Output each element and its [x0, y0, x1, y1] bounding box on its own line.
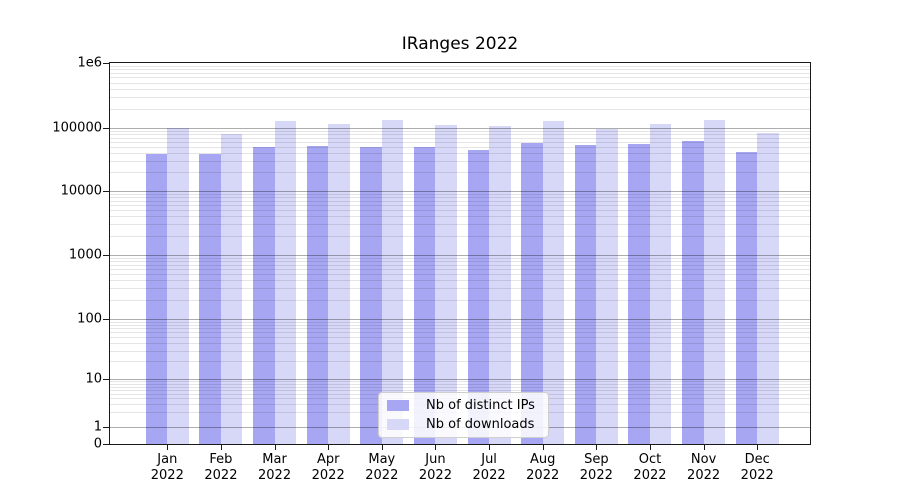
bars-layer — [110, 63, 810, 444]
y-tick-mark — [103, 255, 109, 256]
x-tick-mark-aug — [542, 445, 544, 450]
legend-swatch-downloads — [387, 419, 409, 430]
x-tick-mark-jul — [489, 445, 491, 450]
bar-distinct-ips-dec — [735, 151, 758, 444]
x-tick-month: Apr — [316, 452, 340, 467]
x-tick-label-dec: Dec 2022 — [741, 452, 774, 484]
bar-distinct-ips-oct — [628, 143, 650, 444]
x-tick-label-jul: Jul 2022 — [473, 452, 506, 484]
plot-area: 1e6 100000 10000 1000 100 10 1 0 Jan 2022 Feb 2022… — [52, 56, 811, 483]
x-tick-year: 2022 — [311, 468, 345, 483]
bar-distinct-ips-jul — [467, 150, 490, 444]
bar-distinct-ips-mar — [253, 146, 275, 444]
legend-item-downloads: Nb of downloads — [387, 417, 540, 432]
x-tick-label-aug: Aug 2022 — [526, 452, 559, 484]
y-tick-label-1e6: 1e6 — [77, 55, 102, 71]
bar-distinct-ips-nov — [682, 140, 704, 444]
bar-downloads-sep — [596, 128, 618, 444]
y-tick-label-0: 0 — [93, 436, 102, 452]
x-tick-year: 2022 — [150, 468, 184, 483]
y-tick-mark — [103, 444, 109, 445]
x-tick-mark-feb — [220, 445, 222, 450]
x-tick-mark-mar — [274, 445, 276, 450]
x-tick-month: Jun — [425, 452, 446, 467]
x-tick-month: Sep — [584, 452, 609, 467]
y-tick-label-1: 1 — [93, 419, 102, 435]
y-tick-label-10: 10 — [85, 371, 102, 387]
x-tick-month: May — [368, 452, 396, 467]
y-tick-label-10000: 10000 — [60, 183, 102, 199]
x-tick-mark-jun — [435, 445, 437, 450]
bar-downloads-aug — [542, 121, 565, 444]
legend-swatch-distinct-ips — [387, 400, 409, 411]
x-tick-label-nov: Nov 2022 — [687, 452, 720, 484]
x-tick-label-feb: Feb 2022 — [204, 452, 237, 484]
x-tick-mark-may — [381, 445, 383, 450]
bar-downloads-may — [381, 119, 404, 444]
x-tick-month: Mar — [262, 452, 287, 467]
x-tick-mark-nov — [703, 445, 705, 450]
y-tick-mark — [103, 319, 109, 320]
bar-downloads-apr — [328, 123, 350, 444]
bar-downloads-nov — [703, 119, 726, 444]
legend-item-distinct-ips: Nb of distinct IPs — [387, 398, 540, 413]
x-tick-year: 2022 — [633, 468, 667, 483]
x-tick-label-may: May 2022 — [365, 452, 398, 484]
x-tick-year: 2022 — [418, 468, 452, 483]
bar-distinct-ips-sep — [574, 144, 597, 444]
y-tick-mark — [103, 426, 109, 428]
x-tick-label-sep: Sep 2022 — [580, 452, 613, 484]
x-tick-month: Feb — [209, 452, 233, 467]
x-tick-mark-oct — [649, 445, 651, 450]
x-tick-month: Nov — [690, 452, 717, 467]
y-tick-label-100: 100 — [77, 311, 102, 327]
x-tick-year: 2022 — [579, 468, 613, 483]
x-tick-label-mar: Mar 2022 — [258, 452, 291, 484]
bar-distinct-ips-apr — [306, 146, 329, 444]
x-tick-mark-apr — [328, 445, 330, 450]
bar-distinct-ips-jun — [413, 147, 436, 444]
x-tick-mark-jan — [167, 445, 169, 450]
y-tick-label-1000: 1000 — [68, 247, 102, 263]
x-tick-label-oct: Oct 2022 — [633, 452, 666, 484]
legend-label-downloads: Nb of downloads — [426, 417, 535, 432]
y-tick-mark — [103, 379, 109, 381]
x-tick-year: 2022 — [204, 468, 238, 483]
x-tick-month: Oct — [638, 452, 662, 467]
bar-downloads-jun — [435, 125, 457, 444]
bar-distinct-ips-aug — [521, 143, 543, 444]
bar-downloads-jul — [489, 125, 511, 444]
x-tick-label-apr: Apr 2022 — [312, 452, 345, 484]
x-tick-year: 2022 — [740, 468, 774, 483]
bar-distinct-ips-may — [360, 147, 382, 444]
x-tick-month: Jan — [157, 452, 178, 467]
bar-downloads-feb — [220, 134, 243, 444]
x-tick-year: 2022 — [365, 468, 399, 483]
x-tick-mark-dec — [757, 445, 759, 450]
bar-downloads-mar — [274, 120, 297, 444]
y-tick-mark — [103, 191, 109, 192]
x-tick-month: Aug — [530, 452, 556, 467]
x-tick-month: Dec — [744, 452, 770, 467]
x-tick-label-jan: Jan 2022 — [151, 452, 184, 484]
x-tick-year: 2022 — [472, 468, 506, 483]
y-tick-label-100000: 100000 — [52, 120, 102, 136]
x-tick-year: 2022 — [687, 468, 721, 483]
legend-label-distinct-ips: Nb of distinct IPs — [426, 398, 535, 413]
bar-downloads-jan — [167, 128, 189, 444]
y-tick-mark — [103, 128, 109, 130]
bar-distinct-ips-jan — [145, 153, 168, 444]
x-tick-label-jun: Jun 2022 — [419, 452, 452, 484]
x-tick-month: Jul — [481, 452, 497, 467]
x-tick-year: 2022 — [258, 468, 292, 483]
x-tick-mark-sep — [596, 445, 598, 450]
bar-downloads-dec — [757, 133, 779, 444]
chart-title: IRanges 2022 — [401, 34, 519, 54]
legend: Nb of distinct IPs Nb of downloads — [378, 392, 549, 438]
bar-downloads-oct — [649, 123, 672, 444]
bar-distinct-ips-feb — [199, 153, 221, 444]
x-tick-year: 2022 — [526, 468, 560, 483]
y-tick-mark — [103, 63, 109, 64]
